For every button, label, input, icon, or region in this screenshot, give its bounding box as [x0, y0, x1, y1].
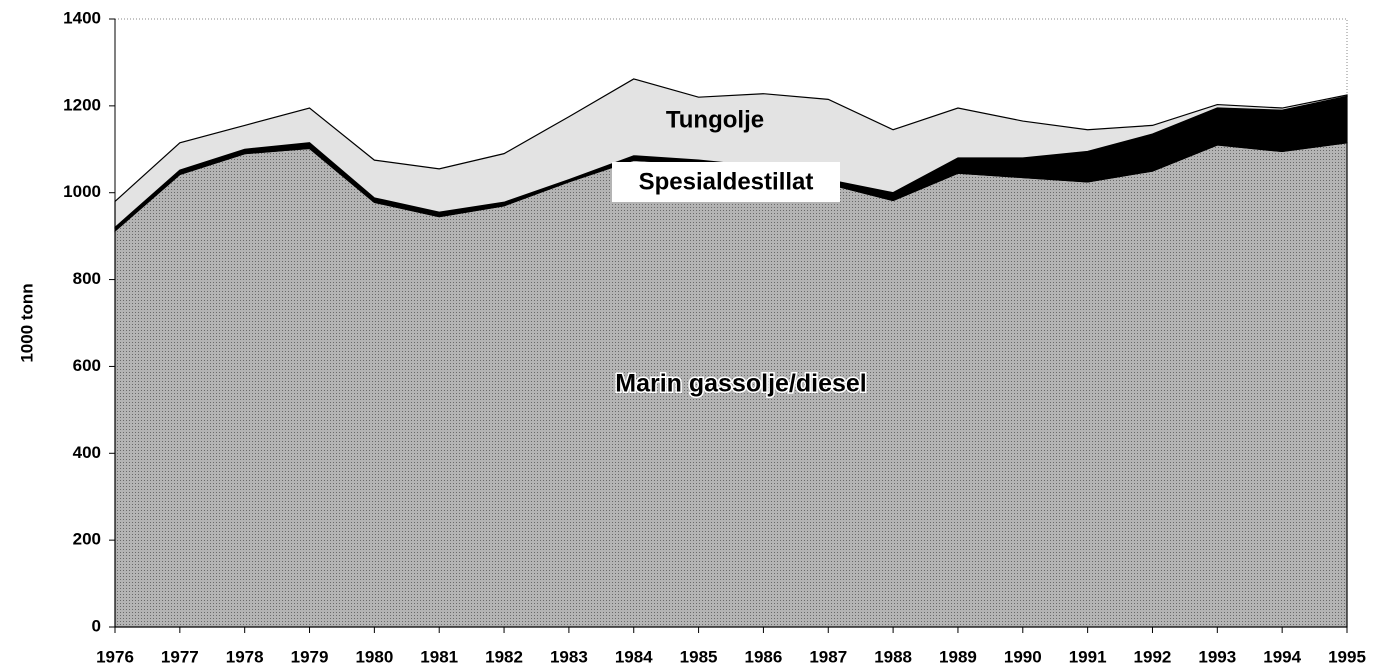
x-tick-label: 1986 — [745, 647, 783, 666]
x-tick-label: 1977 — [161, 647, 199, 666]
x-tick-label: 1985 — [680, 647, 718, 666]
x-tick-label: 1982 — [485, 647, 523, 666]
x-tick-label: 1979 — [291, 647, 329, 666]
y-tick-label: 1400 — [63, 8, 101, 27]
y-tick-label: 200 — [73, 530, 101, 549]
label-box — [612, 162, 840, 202]
x-tick-label: 1991 — [1069, 647, 1107, 666]
y-tick-label: 1200 — [63, 95, 101, 114]
y-tick-label: 800 — [73, 269, 101, 288]
y-tick-label: 600 — [73, 356, 101, 375]
x-tick-label: 1983 — [550, 647, 588, 666]
x-tick-label: 1993 — [1198, 647, 1236, 666]
x-tick-label: 1995 — [1328, 647, 1366, 666]
x-tick-label: 1987 — [809, 647, 847, 666]
x-tick-label: 1989 — [939, 647, 977, 666]
y-tick-label: 1000 — [63, 182, 101, 201]
series-label: Marin gassolje/diesel — [615, 370, 867, 398]
x-tick-label: 1988 — [874, 647, 912, 666]
y-tick-label: 0 — [92, 616, 101, 635]
x-tick-label: 1992 — [1134, 647, 1172, 666]
x-tick-label: 1980 — [355, 647, 393, 666]
x-tick-label: 1976 — [96, 647, 134, 666]
series-label: Spesialdestillat — [639, 168, 814, 195]
x-tick-label: 1984 — [615, 647, 653, 666]
series-label: Tungolje — [666, 106, 764, 133]
x-tick-label: 1994 — [1263, 647, 1301, 666]
y-axis-label: 1000 tonn — [17, 283, 36, 362]
x-tick-label: 1981 — [420, 647, 458, 666]
x-tick-label: 1978 — [226, 647, 264, 666]
area — [114, 78, 1348, 229]
x-tick-label: 1990 — [1004, 647, 1042, 666]
y-tick-label: 400 — [73, 443, 101, 462]
